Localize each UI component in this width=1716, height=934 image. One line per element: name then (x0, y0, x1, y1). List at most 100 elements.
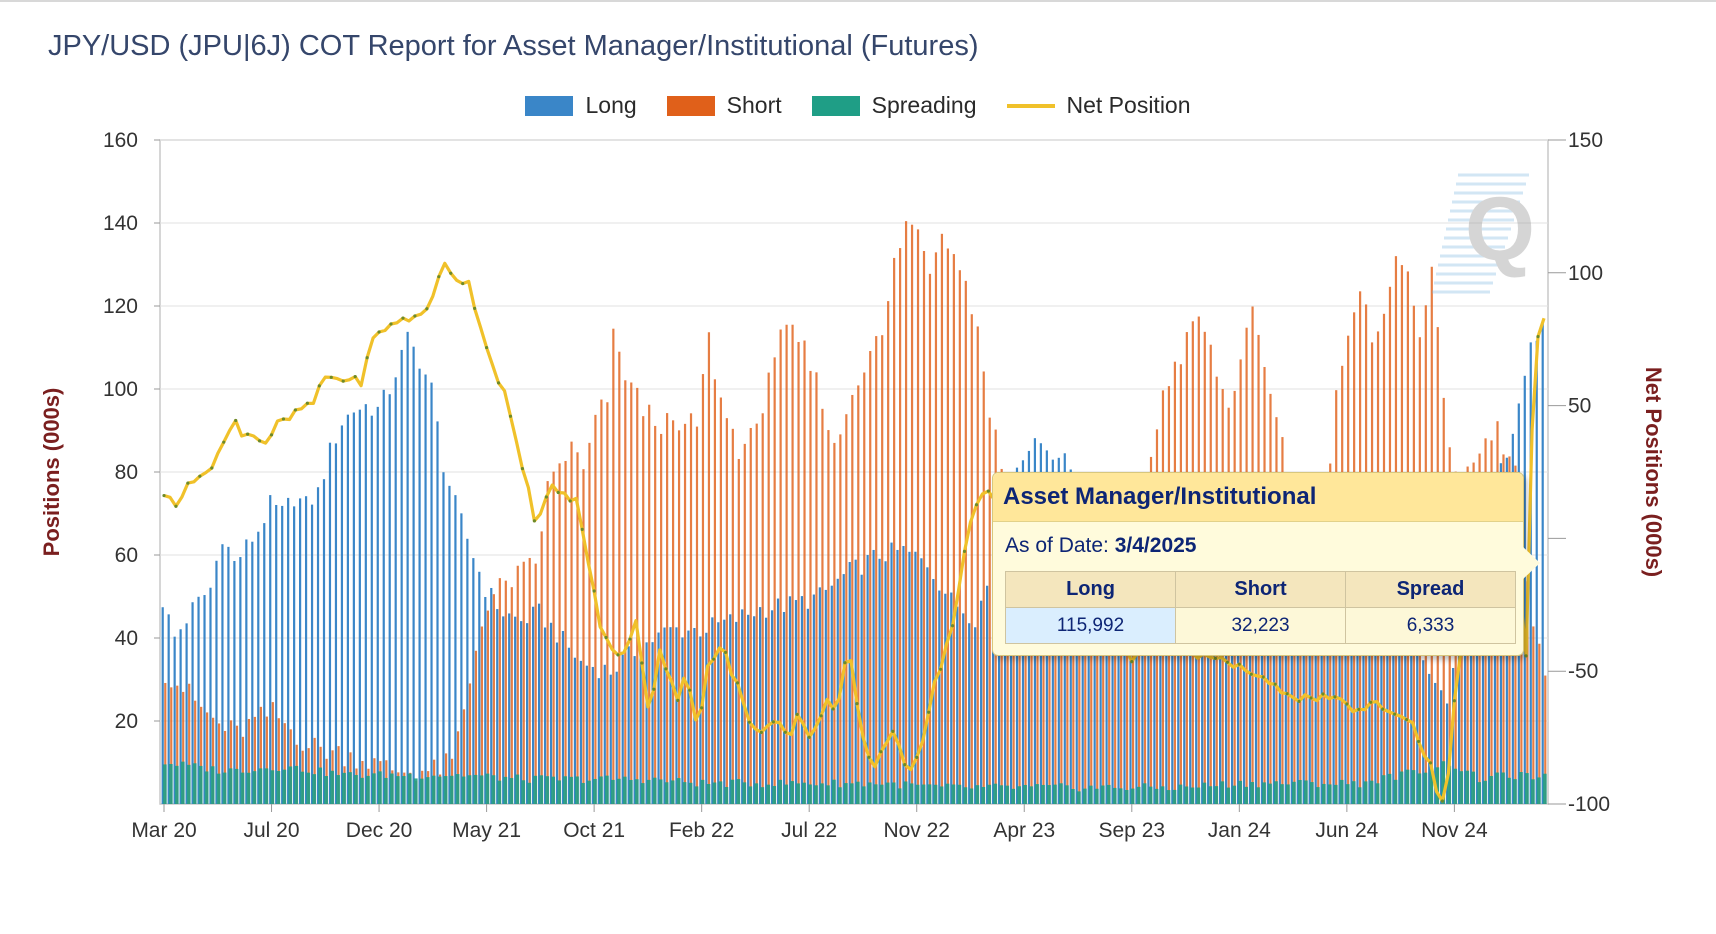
long-bar (1207, 604, 1210, 804)
spreading-bar (1017, 786, 1021, 804)
spreading-bar (1495, 772, 1499, 804)
net-position-point (341, 379, 345, 383)
spreading-bar (1136, 786, 1141, 804)
long-bar (1320, 624, 1323, 804)
short-bar (761, 413, 764, 804)
spreading-bar (688, 782, 693, 804)
spreading-bar (628, 779, 633, 804)
spreading-bar (640, 783, 645, 804)
spreading-bar (1064, 785, 1069, 804)
net-position-point (1321, 692, 1325, 696)
spreading-bar (1190, 787, 1195, 804)
long-bar (460, 513, 463, 804)
net-position-point (819, 714, 823, 718)
long-bar (800, 596, 804, 804)
legend-item-long[interactable]: Long (525, 92, 637, 119)
long-bar (860, 574, 863, 804)
long-bar (645, 642, 648, 804)
long-bar (729, 614, 732, 804)
short-bar (1108, 560, 1111, 804)
legend-item-spreading[interactable]: Spreading (811, 92, 977, 119)
spreading-bar (1381, 775, 1386, 804)
spreading-bar (1244, 786, 1248, 804)
long-bar (747, 614, 750, 804)
short-bar (982, 371, 985, 804)
long-bar (1123, 539, 1126, 804)
long-bar (245, 539, 248, 804)
spreading-bar (754, 783, 759, 804)
long-bar (836, 578, 839, 804)
spreading-bar (485, 773, 490, 804)
short-bar (928, 273, 932, 804)
long-bar (950, 592, 953, 804)
short-bar (612, 328, 615, 804)
long-bar (334, 443, 338, 804)
short-bar (916, 229, 920, 804)
long-bar (430, 382, 433, 804)
spreading-bar (885, 782, 890, 804)
spreading-bar (240, 772, 245, 804)
short-bar (821, 408, 824, 804)
y-tick-label: 20 (115, 710, 138, 733)
short-bar (618, 351, 621, 804)
spreading-bar (1536, 777, 1541, 804)
spreading-bar (360, 777, 364, 804)
net-position-point (604, 635, 608, 640)
short-bar (1054, 604, 1057, 804)
net-position-point (329, 375, 333, 379)
spreading-bar (593, 778, 597, 804)
spreading-bar (587, 780, 591, 804)
spreading-bar (1220, 781, 1225, 804)
long-bar (926, 567, 929, 804)
long-bar (340, 425, 344, 804)
spreading-bar (258, 768, 263, 804)
long-bar (842, 574, 845, 804)
spreading-bar (1399, 771, 1404, 804)
long-bar (1374, 620, 1377, 804)
long-bar (1434, 682, 1437, 804)
legend-item-net-position[interactable]: Net Position (1006, 92, 1191, 119)
short-bar (588, 442, 591, 804)
x-tick-label: Feb 22 (669, 819, 734, 842)
net-position-point (1273, 682, 1277, 686)
short-bar (642, 416, 645, 804)
spreading-bar (861, 786, 866, 804)
long-bar (1171, 563, 1174, 804)
short-bar (695, 426, 699, 804)
spreading-bar (491, 775, 496, 804)
y2-tick-label: 150 (1568, 129, 1603, 152)
spreading-bar (1256, 787, 1260, 804)
spreading-bar (533, 775, 538, 804)
long-bar (1219, 594, 1222, 804)
long-bar (484, 596, 487, 804)
spreading-bar (1471, 771, 1476, 804)
net-position-point (759, 730, 764, 735)
long-bar (376, 406, 379, 804)
spreading-bar (1309, 782, 1314, 804)
short-bar (1048, 582, 1051, 804)
short-bar (899, 248, 902, 804)
long-bar (824, 589, 827, 804)
spreading-bar (551, 776, 556, 804)
spreading-bar (563, 776, 567, 804)
legend-swatch-spreading (811, 95, 860, 116)
spreading-bar (192, 763, 197, 804)
net-position-point (1369, 700, 1373, 704)
spreading-bar (503, 776, 508, 804)
long-bar (854, 559, 857, 804)
short-bar (893, 257, 896, 804)
spreading-bar (1238, 780, 1243, 804)
spreading-bar (1106, 784, 1111, 804)
spreading-bar (419, 778, 424, 804)
short-bar (600, 399, 603, 804)
legend-swatch-long (525, 95, 574, 116)
long-bar (1296, 647, 1299, 804)
long-bar (681, 637, 684, 804)
watermark-logo: Q (1432, 173, 1535, 294)
long-bar (944, 593, 947, 804)
legend-item-short[interactable]: Short (666, 92, 782, 119)
spreading-bar (1441, 761, 1446, 804)
short-bar (731, 428, 734, 804)
short-bar (666, 413, 669, 804)
x-tick-label: Apr 23 (993, 819, 1055, 842)
